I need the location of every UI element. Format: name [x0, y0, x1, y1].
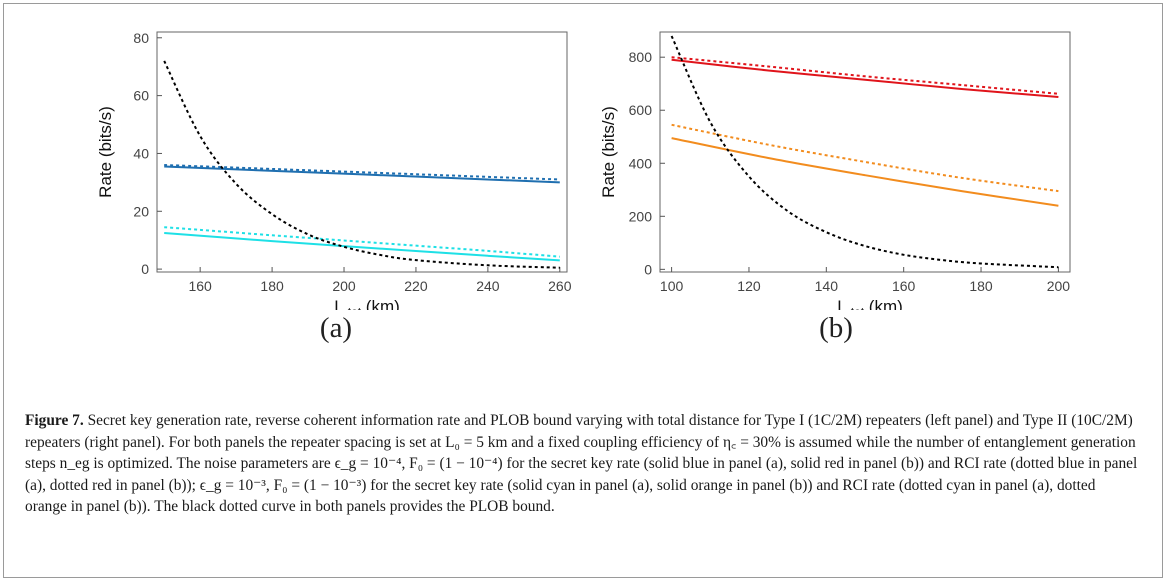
panel-a-y-axis-title: Rate (bits/s) [96, 106, 115, 198]
panel-a-x-tick-label: 240 [476, 278, 500, 294]
panel-b-x-tick-label: 100 [660, 278, 684, 294]
panel-a-y-tick-label: 40 [133, 145, 149, 161]
panel-b-y-tick-label: 200 [629, 208, 653, 224]
panel-b-x-axis-title: L tot (km) [837, 297, 903, 310]
figure-number: Figure 7. [25, 412, 84, 429]
figure-frame [3, 3, 1163, 578]
panel-b-x-tick-label: 160 [892, 278, 916, 294]
panel-a-y-tick-label: 80 [133, 30, 149, 46]
caption-text: Secret key generation rate, reverse cohe… [25, 412, 1138, 515]
panel-b-y-axis-title: Rate (bits/s) [599, 106, 618, 198]
panel-b-series-rci-red [671, 56, 1059, 95]
panel-a-x-tick-label: 260 [548, 278, 572, 294]
panel-a-x-tick-label: 200 [332, 278, 356, 294]
panel-a-y-tick-label: 60 [133, 88, 149, 104]
panel-a-x-tick-label: 220 [404, 278, 428, 294]
chart-panel-b: 100 120 140 160 180 200 0 200 400 600 800 L tot (km… [599, 31, 1071, 310]
panel-a-series-skr-cyan [164, 232, 560, 262]
panel-b-y-tick-label: 600 [629, 102, 653, 118]
panel-label-b: (b) [819, 312, 853, 344]
panel-b-series-plob [670, 35, 1059, 269]
panel-a-x-axis-title: L tot (km) [334, 297, 400, 310]
panel-b-y-tick-label: 800 [629, 49, 653, 65]
panel-b-series-skr-orange [671, 137, 1059, 207]
panel-b-series-rci-orange [671, 123, 1059, 193]
panel-b-series-skr-red [671, 58, 1059, 98]
panel-a-series-rci-blue [164, 164, 560, 181]
chart-panel-a: 160 180 200 220 240 260 0 20 40 60 80 L tot (km) Rat… [96, 30, 572, 310]
panel-a-x-tick-label: 160 [188, 278, 212, 294]
panel-a-plot-frame [156, 31, 568, 273]
panel-b-x-tick-label: 140 [815, 278, 839, 294]
figure-caption: Figure 7. Secret key generation rate, re… [25, 410, 1140, 518]
panel-a-y-tick-label: 20 [133, 203, 149, 219]
panel-b-x-tick-label: 120 [737, 278, 761, 294]
panel-b-plot-frame [659, 31, 1071, 273]
panel-a-series-skr-blue [164, 165, 560, 184]
panel-b-y-tick-label: 0 [644, 261, 652, 277]
panel-a-series-rci-cyan [164, 226, 560, 258]
panel-label-a: (a) [319, 312, 353, 344]
panel-a-series-plob [163, 60, 560, 269]
panel-b-x-tick-label: 200 [1047, 278, 1071, 294]
panel-a-y-tick-label: 0 [141, 261, 149, 277]
panel-b-y-tick-label: 400 [629, 155, 653, 171]
panel-a-x-tick-label: 180 [260, 278, 284, 294]
panel-b-x-tick-label: 180 [969, 278, 993, 294]
